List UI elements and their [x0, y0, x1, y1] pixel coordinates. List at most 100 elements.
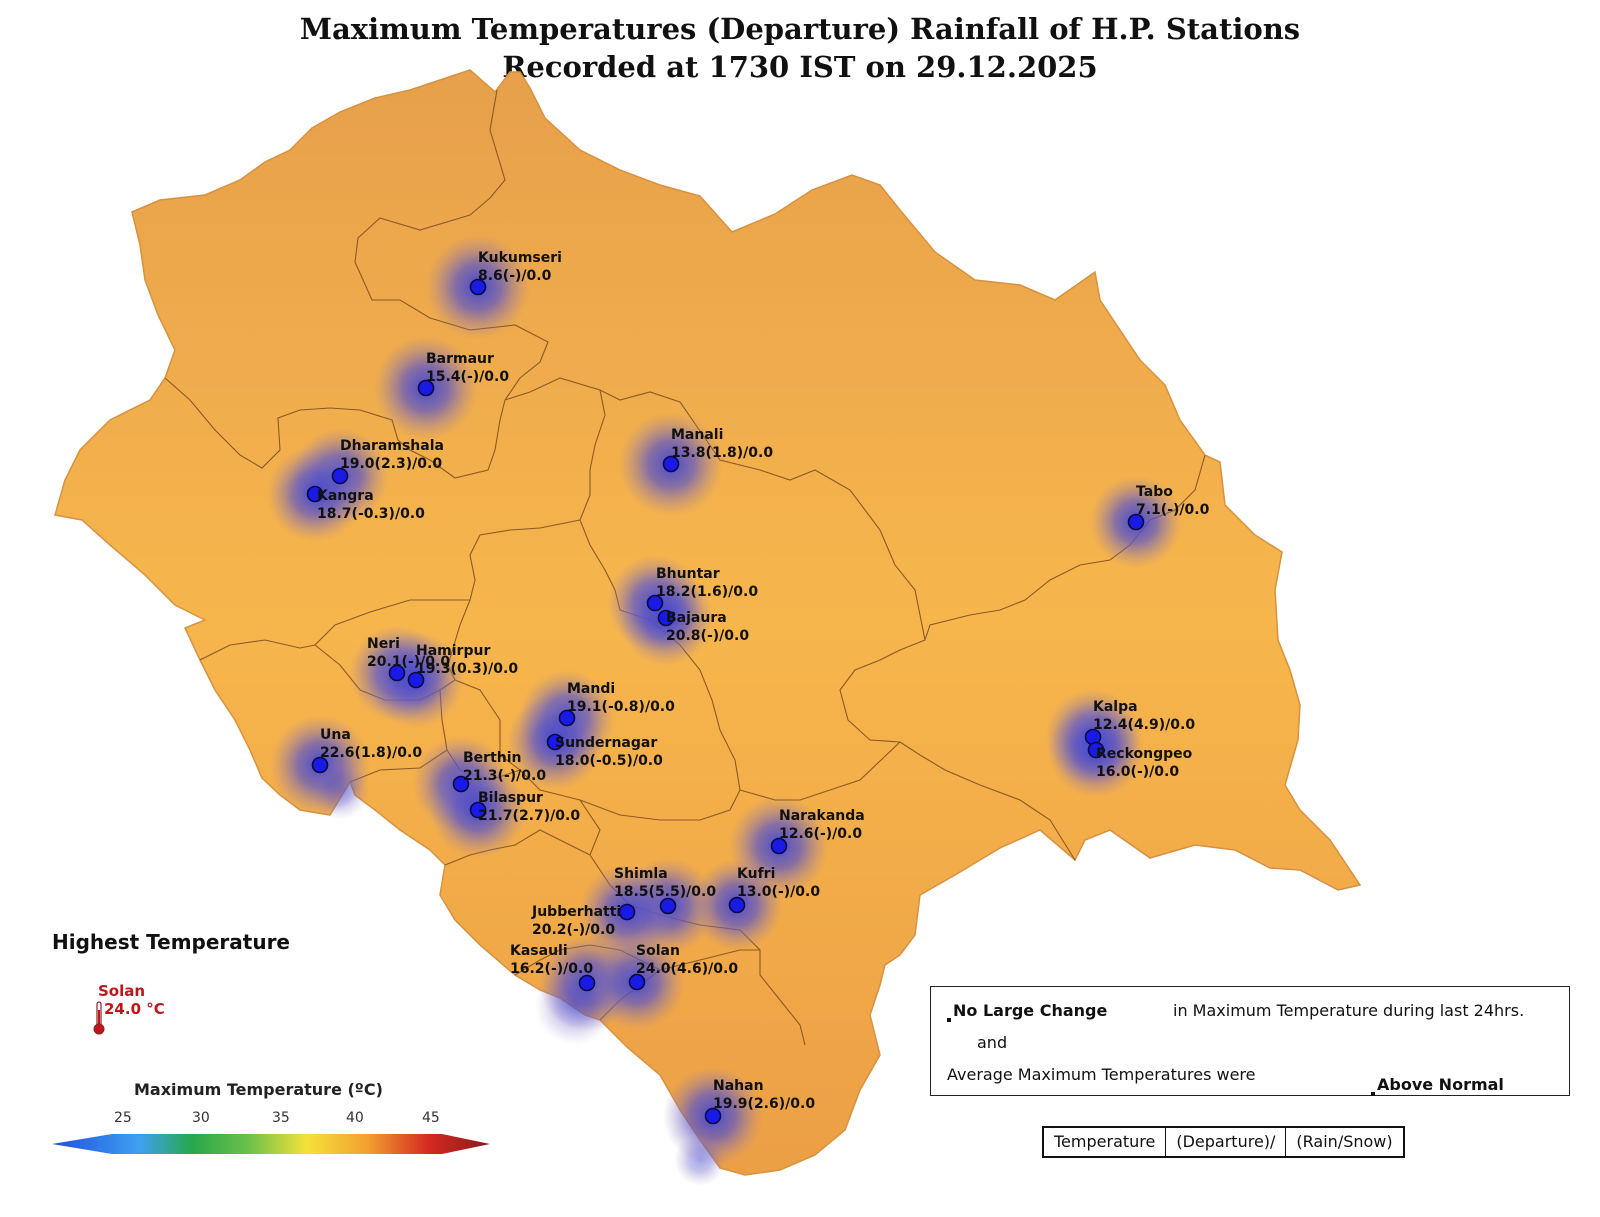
station-name: Shimla	[614, 866, 668, 882]
station-name: Dharamshala	[340, 438, 444, 454]
station-dot[interactable]	[388, 664, 406, 682]
station-kufri[interactable]: Kufri 13.0(-)/0.0	[728, 866, 821, 914]
station-sundernagar[interactable]: Sundernagar 18.0(-0.5)/0.0	[546, 733, 664, 770]
station-value: 13.8(1.8)/0.0	[671, 445, 773, 461]
station-name: Tabo	[1136, 484, 1173, 500]
legend-tick-25: 25	[114, 1110, 132, 1126]
station-dot[interactable]	[646, 594, 664, 612]
station-value: 16.2(-)/0.0	[510, 961, 593, 977]
station-value: 22.6(1.8)/0.0	[320, 745, 422, 761]
station-shimla[interactable]: Shimla 18.5(5.5)/0.0	[614, 866, 716, 915]
station-dot[interactable]	[1087, 741, 1105, 759]
station-value: 20.2(-)/0.0	[532, 922, 615, 938]
highest-temperature-station: Solan 24.0 °C	[98, 982, 165, 1018]
station-mandi[interactable]: Mandi 19.1(-0.8)/0.0	[558, 681, 676, 727]
station-value: 12.6(-)/0.0	[779, 826, 862, 842]
station-dot[interactable]	[662, 455, 680, 473]
station-name: Neri	[367, 636, 400, 652]
station-dot[interactable]	[659, 897, 677, 915]
station-solan[interactable]: Solan 24.0(4.6)/0.0	[628, 943, 739, 991]
station-dot[interactable]	[728, 896, 746, 914]
station-name: Reckongpeo	[1096, 746, 1193, 762]
station-name: Bhuntar	[656, 566, 720, 582]
station-dot[interactable]	[546, 733, 564, 751]
map-title: Maximum Temperatures (Departure) Rainfal…	[0, 10, 1600, 86]
station-value: 19.3(0.3)/0.0	[416, 661, 518, 677]
station-dot[interactable]	[618, 903, 636, 921]
station-dot[interactable]	[1127, 513, 1145, 531]
station-dot[interactable]	[469, 801, 487, 819]
highest-station-value: 24.0 °C	[104, 1000, 165, 1018]
station-name: Sundernagar	[555, 735, 657, 751]
legend-tick-40: 40	[346, 1110, 364, 1126]
summary-change-tail: in Maximum Temperature during last 24hrs…	[1173, 1001, 1525, 1020]
halo-fringe	[535, 965, 615, 1045]
station-value: 12.4(4.9)/0.0	[1093, 717, 1195, 733]
key-departure: (Departure)/	[1166, 1128, 1287, 1156]
station-name: Jubberhatti	[531, 904, 621, 920]
station-value: 7.1(-)/0.0	[1136, 502, 1210, 518]
station-value: 19.9(2.6)/0.0	[713, 1096, 815, 1112]
station-bhuntar[interactable]: Bhuntar 18.2(1.6)/0.0	[646, 566, 759, 612]
station-bajaura[interactable]: Bajaura 20.8(-)/0.0	[657, 609, 750, 644]
station-name: Kasauli	[510, 943, 568, 959]
station-barmaur[interactable]: Barmaur 15.4(-)/0.0	[417, 351, 510, 397]
map-title-line1: Maximum Temperatures (Departure) Rainfal…	[299, 12, 1301, 46]
station-dot[interactable]	[578, 974, 596, 992]
highest-station-name: Solan	[98, 982, 146, 1000]
station-kukumseri[interactable]: Kukumseri 8.6(-)/0.0	[469, 250, 562, 296]
station-dot[interactable]	[417, 379, 435, 397]
station-jubberhatti[interactable]: Jubberhatti 20.2(-)/0.0	[531, 903, 636, 938]
station-kangra[interactable]: Kangra 18.7(-0.3)/0.0	[306, 485, 426, 523]
station-name: Manali	[671, 427, 723, 443]
station-value: 18.7(-0.3)/0.0	[317, 506, 425, 522]
key-temperature: Temperature	[1044, 1128, 1167, 1156]
station-dot[interactable]	[331, 467, 349, 485]
station-nahan[interactable]: Nahan 19.9(2.6)/0.0	[704, 1078, 816, 1125]
station-dot[interactable]	[306, 485, 324, 503]
station-dot[interactable]	[311, 756, 329, 774]
highest-temperature-title: Highest Temperature	[52, 930, 290, 954]
station-name: Mandi	[567, 681, 615, 697]
station-name: Una	[320, 727, 351, 743]
thermometer-icon	[93, 1001, 105, 1035]
station-name: Hamirpur	[416, 643, 490, 659]
station-name: Solan	[636, 943, 680, 959]
station-value: 18.2(1.6)/0.0	[656, 584, 758, 600]
station-dot[interactable]	[407, 671, 425, 689]
station-tabo[interactable]: Tabo 7.1(-)/0.0	[1127, 484, 1210, 531]
station-narakanda[interactable]: Narakanda 12.6(-)/0.0	[770, 808, 865, 855]
station-markers: Kukumseri 8.6(-)/0.0 Barmaur 15.4(-)/0.0 Dha…	[306, 250, 1210, 1125]
station-dot[interactable]	[469, 278, 487, 296]
map-title-line2: Recorded at 1730 IST on 29.12.2025	[502, 50, 1098, 84]
station-value: 20.1(-)/0.0	[367, 654, 450, 670]
station-value: 18.0(-0.5)/0.0	[555, 753, 663, 769]
station-una[interactable]: Una 22.6(1.8)/0.0	[311, 727, 423, 774]
station-name: Narakanda	[779, 808, 865, 824]
station-reckongpeo[interactable]: Reckongpeo 16.0(-)/0.0	[1087, 741, 1193, 781]
station-value: 21.3(-)/0.0	[463, 768, 546, 784]
station-manali[interactable]: Manali 13.8(1.8)/0.0	[662, 427, 774, 473]
halo-fringe	[674, 1134, 726, 1186]
station-dot[interactable]	[657, 609, 675, 627]
station-hamirpur[interactable]: Hamirpur 19.3(0.3)/0.0	[407, 643, 519, 689]
station-value: 8.6(-)/0.0	[478, 268, 552, 284]
station-dharamshala[interactable]: Dharamshala 19.0(2.3)/0.0	[331, 438, 444, 485]
station-bilaspur[interactable]: Bilaspur 21.7(2.7)/0.0	[469, 790, 581, 824]
summary-and: and	[977, 1033, 1008, 1052]
station-kasauli[interactable]: Kasauli 16.2(-)/0.0	[510, 943, 596, 992]
station-dot[interactable]	[628, 973, 646, 991]
station-value: 15.4(-)/0.0	[426, 369, 509, 385]
legend-tick-30: 30	[192, 1110, 210, 1126]
station-neri[interactable]: Neri 20.1(-)/0.0	[367, 636, 450, 682]
summary-avg-prefix: Average Maximum Temperatures were	[947, 1065, 1256, 1084]
station-dot[interactable]	[770, 837, 788, 855]
station-dot[interactable]	[452, 775, 470, 793]
station-dot[interactable]	[558, 709, 576, 727]
station-dot[interactable]	[704, 1107, 722, 1125]
summary-box: No Large Change in Maximum Temperature d…	[930, 986, 1570, 1096]
station-name: Kufri	[737, 866, 775, 882]
station-name: Kangra	[317, 488, 374, 504]
station-berthin[interactable]: Berthin 21.3(-)/0.0	[452, 750, 547, 793]
